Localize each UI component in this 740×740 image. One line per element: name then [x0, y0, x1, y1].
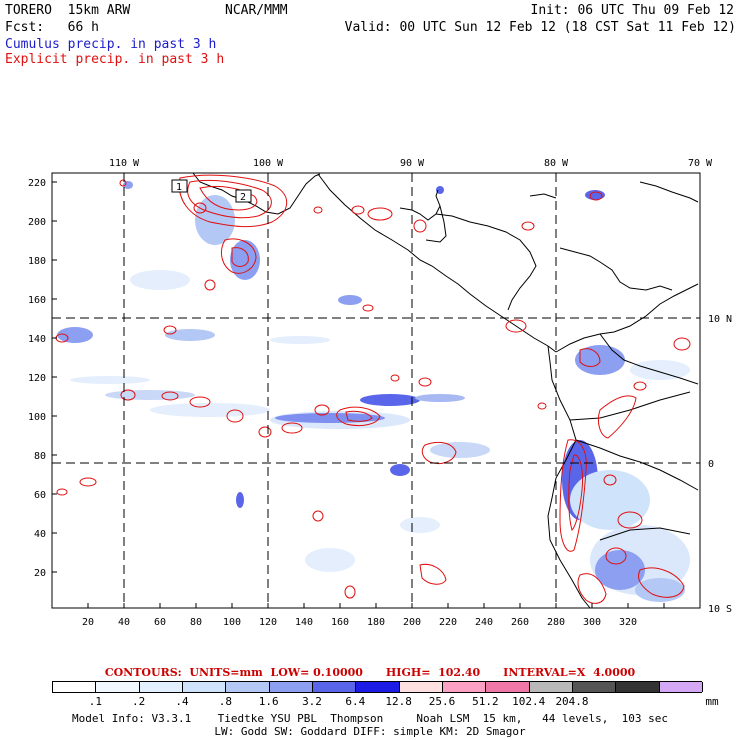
axis-ticks: [52, 181, 665, 608]
colorbar-cell: [53, 682, 97, 692]
contours-info: CONTOURS: UNITS=mm LOW= 0.10000 HIGH= 10…: [104, 666, 636, 679]
x-tick-label: 260: [511, 617, 529, 628]
colorbar-cell: [139, 682, 183, 692]
x-tick-label: 80: [190, 617, 202, 628]
model-info-line1: Model Info: V3.3.1 Tiedtke YSU PBL Thomp…: [71, 712, 669, 725]
lat-label: 10 S: [708, 604, 732, 615]
colorbar-label: 25.6: [428, 695, 456, 708]
colorbar-cell: [399, 682, 443, 692]
x-tick-label: 180: [367, 617, 385, 628]
legend-cumulus: Cumulus precip. in past 3 h: [5, 37, 217, 52]
lat-label: 10 N: [708, 314, 732, 325]
y-tick-label: 160: [28, 295, 46, 306]
x-tick-label: 140: [295, 617, 313, 628]
x-tick-label: 60: [154, 617, 166, 628]
x-tick-label: 120: [259, 617, 277, 628]
colorbar-cell: [529, 682, 573, 692]
colorbar-cell: [183, 682, 227, 692]
colorbar-label: 102.4: [512, 695, 546, 708]
x-tick-label: 300: [583, 617, 601, 628]
valid-time: Valid: 00 UTC Sun 12 Feb 12 (18 CST Sat …: [344, 20, 736, 35]
y-tick-label: 140: [28, 334, 46, 345]
colorbar-label: .1: [88, 695, 102, 708]
colorbar-unit: mm: [705, 695, 719, 708]
colorbar-label: 12.8: [385, 695, 412, 708]
y-tick-label: 60: [34, 490, 46, 501]
colorbar-label: .2: [132, 695, 146, 708]
colorbar-label: 6.4: [345, 695, 366, 708]
y-tick-label: 120: [28, 373, 46, 384]
x-tick-label: 220: [439, 617, 457, 628]
forecast-hour: Fcst: 66 h: [5, 20, 99, 35]
colorbar-cell: [616, 682, 660, 692]
x-tick-label: 100: [223, 617, 241, 628]
colorbar-label: .8: [218, 695, 232, 708]
colorbar-cell: [356, 682, 400, 692]
colorbar-cell: [313, 682, 357, 692]
y-tick-label: 20: [34, 568, 46, 579]
lat-label: 0: [708, 459, 714, 470]
y-tick-label: 180: [28, 256, 46, 267]
explicit-precip-contours: [55, 174, 691, 604]
colorbar-cell: [269, 682, 313, 692]
colorbar: [52, 681, 703, 693]
colorbar-label: .4: [175, 695, 189, 708]
colorbar-label: 51.2: [472, 695, 499, 708]
colorbar-cell: [573, 682, 617, 692]
y-tick-label: 200: [28, 217, 46, 228]
colorbar-label: 3.2: [302, 695, 322, 708]
legend-explicit: Explicit precip. in past 3 h: [5, 52, 225, 67]
colorbar-cell: [96, 682, 140, 692]
lon-label: 100 W: [253, 158, 284, 169]
box-labels: [171, 179, 252, 203]
y-tick-label: 220: [28, 178, 46, 189]
y-tick-label: 40: [34, 529, 46, 540]
lat-lon-grid: [52, 173, 700, 608]
colorbar-cell: [486, 682, 530, 692]
center-label: NCAR/MMM: [225, 3, 288, 18]
x-tick-label: 40: [118, 617, 130, 628]
model-info-line2: LW: Godd SW: Goddard DIFF: simple KM: 2D…: [214, 725, 526, 738]
coastlines: [192, 172, 699, 609]
colorbar-cell: [659, 682, 703, 692]
lon-label: 80 W: [544, 158, 569, 169]
x-tick-label: 280: [547, 617, 565, 628]
box-label-2: 2: [240, 192, 246, 203]
lon-label: 70 W: [688, 158, 713, 169]
model-title: TORERO 15km ARW: [5, 3, 131, 18]
lon-label: 90 W: [400, 158, 425, 169]
x-tick-label: 160: [331, 617, 349, 628]
y-tick-label: 80: [34, 451, 46, 462]
box-label-1: 1: [176, 182, 182, 193]
lon-label: 110 W: [109, 158, 140, 169]
x-tick-label: 20: [82, 617, 94, 628]
x-tick-label: 200: [403, 617, 421, 628]
colorbar-cell: [226, 682, 270, 692]
colorbar-label: 204.8: [555, 695, 589, 708]
x-tick-label: 240: [475, 617, 493, 628]
colorbar-cell: [443, 682, 487, 692]
y-tick-label: 100: [28, 412, 46, 423]
cumulus-precip-areas: [57, 181, 690, 602]
init-time: Init: 06 UTC Thu 09 Feb 12: [530, 3, 735, 18]
x-tick-label: 320: [619, 617, 637, 628]
colorbar-label: 1.6: [258, 695, 279, 708]
